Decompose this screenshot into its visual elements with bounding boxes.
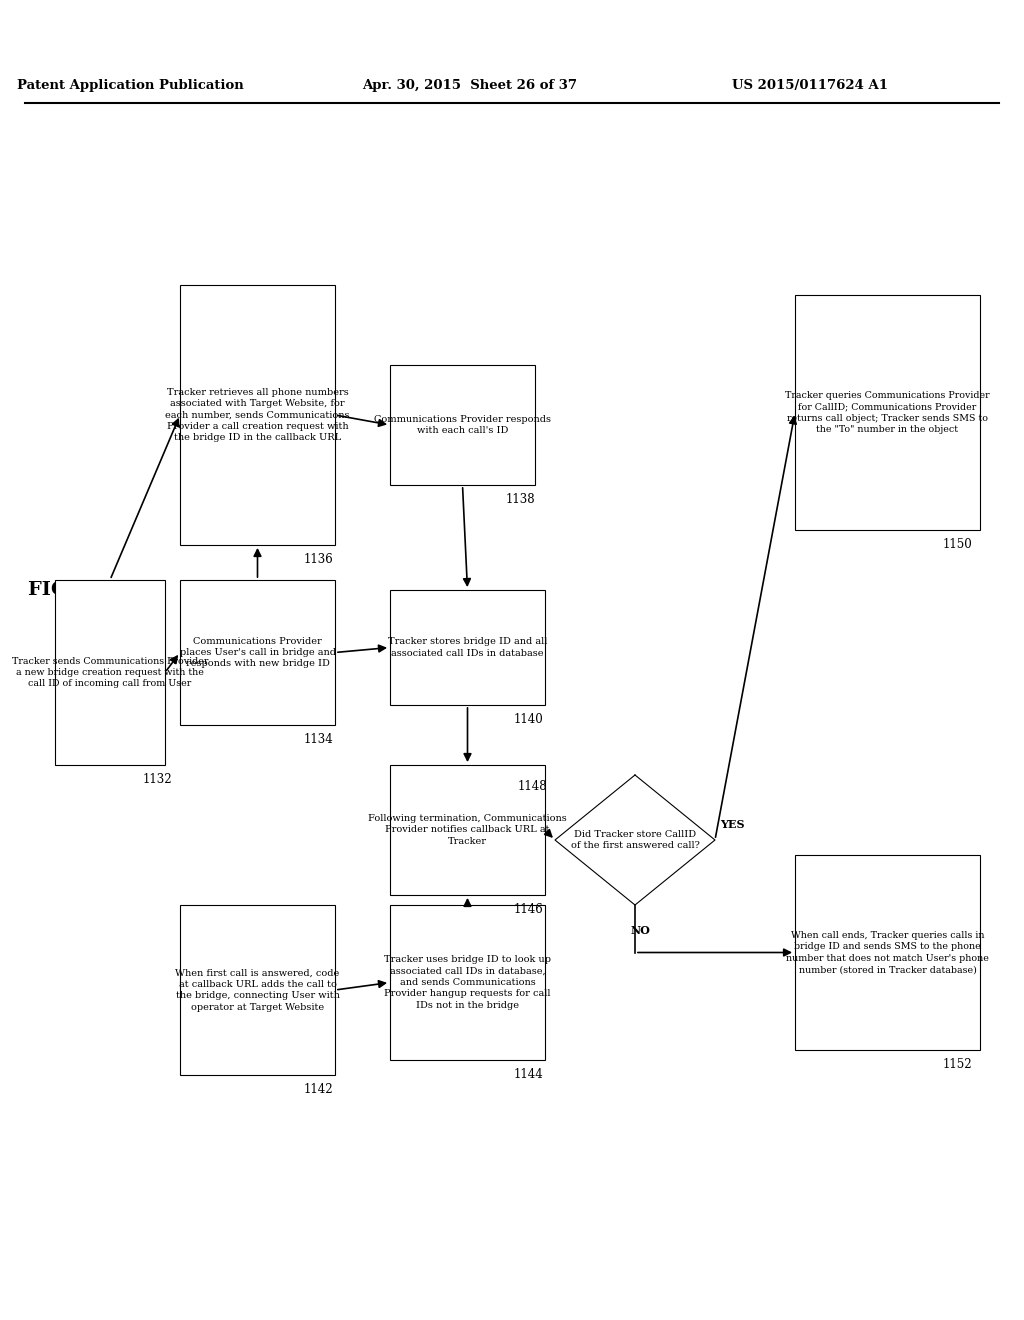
Text: Patent Application Publication: Patent Application Publication (16, 78, 244, 91)
Text: Communications Provider
places User's call in bridge and
responds with new bridg: Communications Provider places User's ca… (179, 636, 336, 668)
Polygon shape (555, 775, 715, 906)
Text: US 2015/0117624 A1: US 2015/0117624 A1 (732, 78, 888, 91)
Text: YES: YES (720, 820, 744, 830)
Text: 1152: 1152 (943, 1059, 973, 1071)
Text: 1140: 1140 (514, 713, 544, 726)
Text: 1138: 1138 (506, 492, 536, 506)
Text: 1132: 1132 (143, 774, 173, 785)
Text: Tracker stores bridge ID and all
associated call IDs in database: Tracker stores bridge ID and all associa… (388, 638, 547, 657)
Text: When call ends, Tracker queries calls in
bridge ID and sends SMS to the phone
nu: When call ends, Tracker queries calls in… (786, 931, 989, 974)
Bar (180, 579, 335, 725)
Text: Communications Provider responds
with each call's ID: Communications Provider responds with ea… (374, 414, 551, 436)
Bar (795, 294, 980, 531)
Text: Following termination, Communications
Provider notifies callback URL at
Tracker: Following termination, Communications Pr… (368, 814, 567, 846)
Text: Tracker retrieves all phone numbers
associated with Target Website, for
each num: Tracker retrieves all phone numbers asso… (165, 388, 350, 442)
Text: 1146: 1146 (514, 903, 544, 916)
Bar (795, 855, 980, 1049)
Bar (390, 366, 535, 484)
Text: 1148: 1148 (517, 780, 547, 793)
Bar (180, 906, 335, 1074)
Bar (180, 285, 335, 545)
Text: 1134: 1134 (304, 733, 334, 746)
Text: NO: NO (630, 925, 650, 936)
Bar (390, 906, 545, 1060)
Text: Tracker queries Communications Provider
for CallID; Communications Provider
retu: Tracker queries Communications Provider … (785, 391, 990, 434)
Text: Did Tracker store CallID
of the first answered call?: Did Tracker store CallID of the first an… (570, 830, 699, 850)
Text: 1142: 1142 (304, 1082, 334, 1096)
Bar (390, 590, 545, 705)
Text: FIG. 26: FIG. 26 (29, 581, 108, 599)
Text: When first call is answered, code
at callback URL adds the call to
the bridge, c: When first call is answered, code at cal… (175, 969, 340, 1011)
Text: Tracker uses bridge ID to look up
associated call IDs in database,
and sends Com: Tracker uses bridge ID to look up associ… (384, 956, 551, 1010)
Text: 1144: 1144 (514, 1068, 544, 1081)
Text: Apr. 30, 2015  Sheet 26 of 37: Apr. 30, 2015 Sheet 26 of 37 (362, 78, 578, 91)
Bar (390, 766, 545, 895)
Text: Tracker sends Communications Provider
a new bridge creation request with the
cal: Tracker sends Communications Provider a … (12, 656, 208, 689)
Text: 1136: 1136 (304, 553, 334, 566)
Text: 1150: 1150 (943, 539, 973, 550)
Bar (55, 579, 165, 766)
